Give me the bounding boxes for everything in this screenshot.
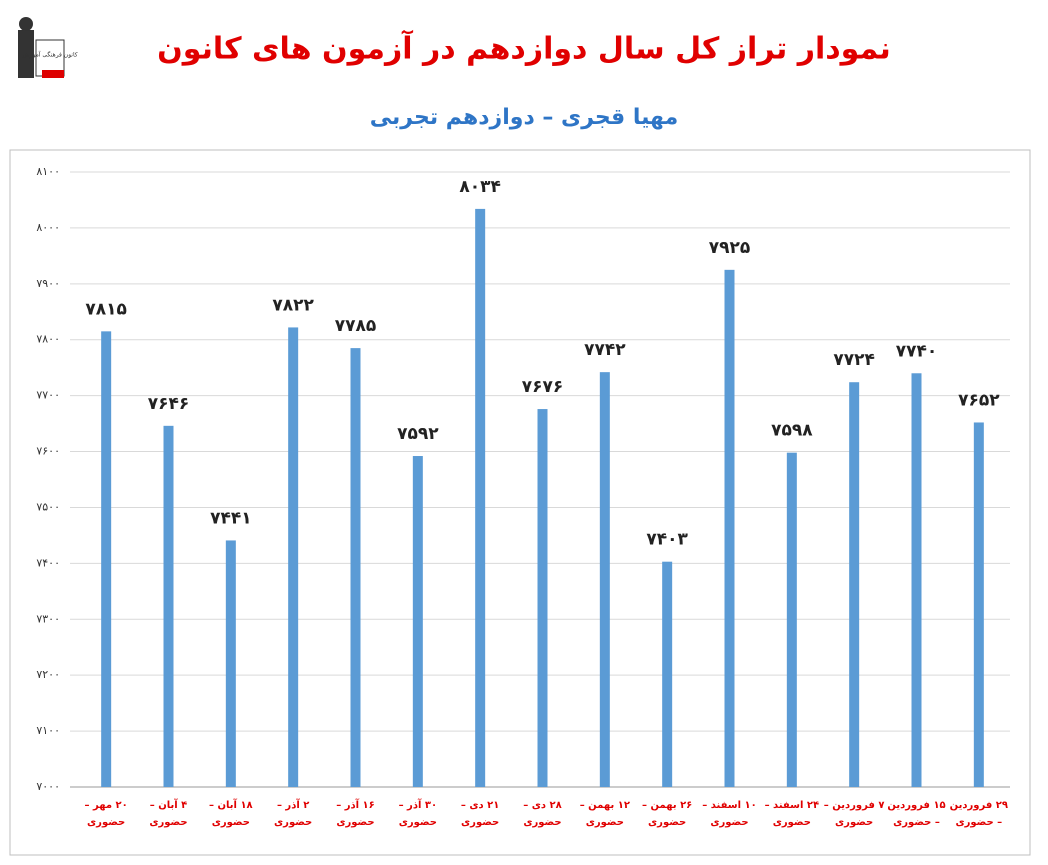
y-tick-label: ۷۴۰۰: [36, 556, 60, 569]
value-label: ۷۷۴۰: [896, 341, 938, 361]
value-label: ۸۰۳۴: [459, 177, 501, 197]
bar: [101, 331, 112, 787]
chart-title: نمودار تراز کل سال دوازدهم در آزمون های …: [157, 30, 891, 67]
bar: [973, 422, 984, 787]
bar: [849, 382, 860, 787]
y-tick-label: ۸۰۰۰: [36, 221, 60, 234]
value-label: ۷۸۲۲: [272, 295, 314, 315]
x-tick-label: ۲۱ دی – حضوری: [460, 800, 500, 828]
y-tick-label: ۷۳۰۰: [36, 612, 60, 625]
bar: [350, 348, 361, 787]
value-label: ۷۵۹۸: [771, 421, 813, 441]
bar: [911, 373, 922, 787]
value-label: ۷۹۲۵: [709, 238, 751, 258]
bar: [163, 425, 174, 787]
chart-frame: [9, 149, 1031, 856]
y-tick-label: ۷۷۰۰: [36, 389, 60, 402]
x-tick-label: ۳۰ آذر – حضوری: [398, 800, 438, 828]
value-label: ۷۷۲۴: [833, 350, 875, 370]
x-tick-label: ۱۸ آبان – حضوری: [209, 800, 253, 828]
y-tick-label: ۷۸۰۰: [36, 333, 60, 346]
value-label: ۷۵۹۲: [397, 424, 439, 444]
value-label: ۷۷۴۲: [584, 340, 626, 360]
value-label: ۷۶۵۲: [958, 390, 1000, 410]
x-tick-label: ۲ آذر – حضوری: [274, 800, 313, 828]
logo: کانون فرهنگی آموزش: [18, 17, 78, 78]
value-label: ۷۴۰۳: [646, 530, 688, 550]
x-tick-label: ۲۴ اسفند – حضوری: [764, 800, 820, 828]
value-label: ۷۶۴۶: [148, 394, 190, 414]
y-tick-label: ۷۵۰۰: [36, 500, 60, 513]
x-tick-label: ۱۵ فروردین – حضوری: [887, 800, 946, 828]
bar: [724, 269, 735, 787]
y-tick-label: ۷۱۰۰: [36, 724, 60, 737]
bar: [412, 456, 423, 787]
bar: [537, 409, 548, 787]
bar: [662, 561, 673, 787]
x-tick-label: ۲۰ مهر – حضوری: [84, 800, 128, 828]
x-tick-label: ۴ آبان – حضوری: [149, 800, 188, 828]
bar: [599, 372, 610, 787]
value-label: ۷۸۱۵: [85, 299, 127, 319]
logo-text: کانون فرهنگی آموزش: [22, 50, 77, 59]
x-tick-label: ۱۶ آذر – حضوری: [336, 800, 375, 828]
value-label: ۷۷۸۵: [335, 316, 377, 336]
bar: [225, 540, 236, 787]
bar: [288, 327, 299, 787]
x-tick-label: ۲۸ دی – حضوری: [523, 800, 562, 828]
y-tick-label: ۷۰۰۰: [36, 780, 60, 793]
x-tick-label: ۷ فروردین – حضوری: [823, 800, 885, 828]
value-label: ۷۶۷۶: [522, 377, 564, 397]
y-tick-label: ۷۶۰۰: [36, 445, 60, 458]
x-tick-label: ۲۹ فروردین – حضوری: [949, 800, 1008, 828]
y-tick-label: ۷۹۰۰: [36, 277, 60, 290]
bar: [475, 208, 486, 787]
value-label: ۷۴۴۱: [210, 508, 252, 528]
y-tick-label: ۷۲۰۰: [36, 668, 60, 681]
x-tick-label: ۱۲ بهمن – حضوری: [579, 800, 630, 828]
x-tick-label: ۱۰ اسفند – حضوری: [702, 800, 757, 828]
y-tick-label: ۸۱۰۰: [36, 165, 60, 178]
bar: [786, 452, 797, 787]
chart-subtitle: مهیا قجری – دوازدهم تجربی: [370, 105, 678, 130]
x-tick-label: ۲۶ بهمن – حضوری: [642, 800, 693, 828]
